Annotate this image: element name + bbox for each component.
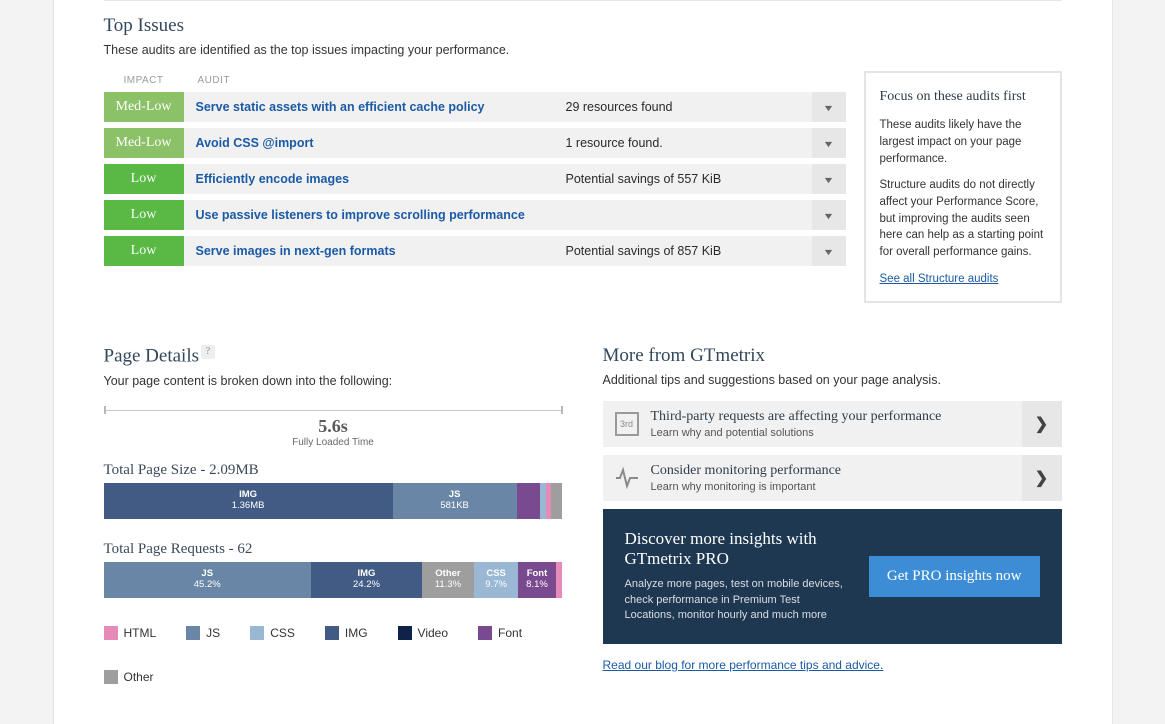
legend-item: HTML bbox=[104, 626, 157, 640]
chevron-right-icon bbox=[1035, 414, 1048, 434]
focus-audits-box: Focus on these audits first These audits… bbox=[864, 71, 1062, 303]
blog-link[interactable]: Read our blog for more performance tips … bbox=[603, 658, 884, 672]
impact-badge: Low bbox=[104, 164, 184, 194]
chevron-down-icon bbox=[824, 244, 833, 258]
audit-name[interactable]: Serve images in next-gen formats bbox=[196, 244, 566, 258]
more-heading: More from GTmetrix bbox=[603, 345, 1062, 367]
chevron-down-icon bbox=[824, 100, 833, 114]
audit-name[interactable]: Use passive listeners to improve scrolli… bbox=[196, 208, 566, 222]
page-details-heading: Page Details? bbox=[104, 345, 563, 367]
pro-banner: Discover more insights with GTmetrix PRO… bbox=[603, 509, 1062, 643]
bar-segment bbox=[551, 483, 562, 519]
bar-segment: Other11.3% bbox=[422, 562, 474, 598]
tip-card[interactable]: 3rd Third-party requests are affecting y… bbox=[603, 401, 1062, 447]
get-pro-button[interactable]: Get PRO insights now bbox=[869, 556, 1040, 597]
bar-segment: IMG24.2% bbox=[311, 562, 422, 598]
focus-p2: Structure audits do not directly affect … bbox=[880, 177, 1046, 260]
bar-segment: CSS9.7% bbox=[474, 562, 519, 598]
issue-row[interactable]: Med-Low Avoid CSS @import 1 resource fou… bbox=[104, 128, 846, 158]
audit-detail: 29 resources found bbox=[566, 100, 800, 114]
bar-segment bbox=[517, 483, 540, 519]
pro-banner-body: Analyze more pages, test on mobile devic… bbox=[625, 577, 851, 623]
page-size-bar: IMG1.36MBJS581KB bbox=[104, 483, 563, 519]
legend-swatch bbox=[250, 626, 264, 640]
audit-name[interactable]: Avoid CSS @import bbox=[196, 136, 566, 150]
focus-link[interactable]: See all Structure audits bbox=[880, 273, 999, 285]
issues-header-impact: IMPACT bbox=[104, 75, 184, 86]
more-subtitle: Additional tips and suggestions based on… bbox=[603, 373, 1062, 387]
bar-segment: IMG1.36MB bbox=[104, 483, 393, 519]
tip-title: Third-party requests are affecting your … bbox=[651, 409, 1022, 425]
legend-swatch bbox=[398, 626, 412, 640]
legend-item: Other bbox=[104, 670, 154, 684]
audit-name[interactable]: Efficiently encode images bbox=[196, 172, 566, 186]
bar-segment bbox=[556, 562, 563, 598]
bar-segment bbox=[540, 483, 547, 519]
tip-title: Consider monitoring performance bbox=[651, 463, 1022, 479]
legend-item: Video bbox=[398, 626, 448, 640]
focus-title: Focus on these audits first bbox=[880, 87, 1046, 107]
top-issues-table: IMPACT AUDIT Med-Low Serve static assets… bbox=[104, 71, 846, 272]
legend-item: CSS bbox=[250, 626, 295, 640]
fully-loaded-value: 5.6s bbox=[104, 416, 563, 437]
bar-segment: JS581KB bbox=[393, 483, 517, 519]
pro-banner-title: Discover more insights with GTmetrix PRO bbox=[625, 529, 851, 569]
expand-toggle[interactable] bbox=[812, 92, 846, 122]
impact-badge: Low bbox=[104, 200, 184, 230]
legend-swatch bbox=[104, 626, 118, 640]
expand-toggle[interactable] bbox=[812, 164, 846, 194]
audit-detail: Potential savings of 857 KiB bbox=[566, 244, 800, 258]
legend-swatch bbox=[104, 670, 118, 684]
pulse-icon bbox=[615, 466, 639, 490]
third-party-icon: 3rd bbox=[615, 412, 639, 436]
issue-row[interactable]: Low Use passive listeners to improve scr… bbox=[104, 200, 846, 230]
page-details-subtitle: Your page content is broken down into th… bbox=[104, 374, 563, 388]
audit-name[interactable]: Serve static assets with an efficient ca… bbox=[196, 100, 566, 114]
impact-badge: Low bbox=[104, 236, 184, 266]
chevron-down-icon bbox=[824, 208, 833, 222]
audit-detail: Potential savings of 557 KiB bbox=[566, 172, 800, 186]
impact-badge: Med-Low bbox=[104, 128, 184, 158]
top-issues-subtitle: These audits are identified as the top i… bbox=[104, 43, 1062, 57]
legend-swatch bbox=[478, 626, 492, 640]
page-requests-bar: JS45.2%IMG24.2%Other11.3%CSS9.7%Font8.1% bbox=[104, 562, 563, 598]
chevron-down-icon bbox=[824, 172, 833, 186]
expand-toggle[interactable] bbox=[812, 200, 846, 230]
legend-item: JS bbox=[186, 626, 220, 640]
legend-swatch bbox=[186, 626, 200, 640]
help-icon[interactable]: ? bbox=[201, 345, 215, 359]
chevron-down-icon bbox=[824, 136, 833, 150]
audit-detail: 1 resource found. bbox=[566, 136, 800, 150]
fully-loaded-label: Fully Loaded Time bbox=[104, 437, 563, 448]
bar-segment: JS45.2% bbox=[104, 562, 311, 598]
tip-subtitle: Learn why and potential solutions bbox=[651, 427, 1022, 439]
tip-subtitle: Learn why monitoring is important bbox=[651, 481, 1022, 493]
tip-card[interactable]: Consider monitoring performance Learn wh… bbox=[603, 455, 1062, 501]
page-size-title: Total Page Size - 2.09MB bbox=[104, 462, 563, 479]
bar-segment: Font8.1% bbox=[518, 562, 555, 598]
issue-row[interactable]: Med-Low Serve static assets with an effi… bbox=[104, 92, 846, 122]
tip-expand[interactable] bbox=[1022, 401, 1062, 447]
expand-toggle[interactable] bbox=[812, 236, 846, 266]
legend-item: Font bbox=[478, 626, 522, 640]
chevron-right-icon bbox=[1035, 468, 1048, 488]
issue-row[interactable]: Low Serve images in next-gen formats Pot… bbox=[104, 236, 846, 266]
expand-toggle[interactable] bbox=[812, 128, 846, 158]
focus-p1: These audits likely have the largest imp… bbox=[880, 117, 1046, 167]
tip-expand[interactable] bbox=[1022, 455, 1062, 501]
top-issues-heading: Top Issues bbox=[104, 15, 1062, 37]
issues-header-audit: AUDIT bbox=[184, 75, 231, 86]
issue-row[interactable]: Low Efficiently encode images Potential … bbox=[104, 164, 846, 194]
legend-swatch bbox=[325, 626, 339, 640]
impact-badge: Med-Low bbox=[104, 92, 184, 122]
page-requests-title: Total Page Requests - 62 bbox=[104, 541, 563, 558]
content-type-legend: HTML JS CSS IMG Video Font Other bbox=[104, 626, 563, 684]
timeline-ruler bbox=[104, 406, 563, 414]
legend-item: IMG bbox=[325, 626, 368, 640]
